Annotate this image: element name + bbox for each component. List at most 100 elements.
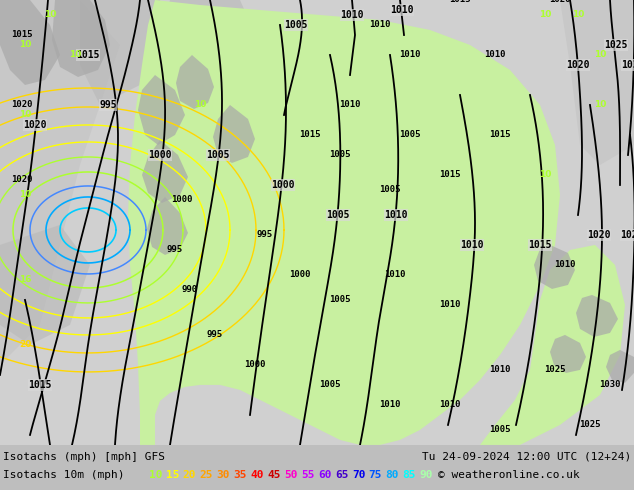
Text: 1025: 1025 [544,366,566,374]
Text: 1020: 1020 [566,60,590,70]
Text: 1020: 1020 [11,100,33,109]
Polygon shape [138,75,185,145]
Text: © weatheronline.co.uk: © weatheronline.co.uk [438,470,580,480]
Text: Tu 24-09-2024 12:00 UTC (12+24): Tu 24-09-2024 12:00 UTC (12+24) [422,452,631,462]
Text: 1010: 1010 [460,240,484,250]
Text: Isotachs (mph) [mph] GFS: Isotachs (mph) [mph] GFS [3,452,165,462]
Text: 1000: 1000 [244,361,266,369]
Text: 10: 10 [572,10,584,20]
Text: 45: 45 [268,470,281,480]
Text: 10: 10 [149,470,162,480]
Text: 1000: 1000 [289,270,311,279]
Text: 1020: 1020 [11,175,33,184]
Text: 1010: 1010 [339,100,361,109]
Text: 1005: 1005 [329,295,351,304]
Text: 10: 10 [19,110,31,120]
Text: 10: 10 [19,41,31,49]
Text: 1010: 1010 [369,21,391,29]
Text: 1000: 1000 [148,150,172,160]
Text: 1025: 1025 [604,40,628,50]
Text: 1020: 1020 [23,120,47,130]
Text: 1015: 1015 [11,30,33,40]
Text: 1000: 1000 [271,180,295,190]
Text: Isotachs 10m (mph): Isotachs 10m (mph) [3,470,124,480]
Text: 1005: 1005 [329,150,351,159]
Text: 1020: 1020 [587,230,611,240]
Text: 70: 70 [352,470,365,480]
Text: 60: 60 [318,470,332,480]
Text: 1025: 1025 [579,420,601,429]
Text: 1015: 1015 [528,240,552,250]
Polygon shape [80,0,170,105]
Text: 1000: 1000 [171,196,193,204]
Text: 55: 55 [301,470,314,480]
Text: 995: 995 [207,330,223,340]
Text: 1015: 1015 [489,130,511,140]
Polygon shape [576,295,618,337]
Polygon shape [0,0,60,85]
Text: 1010: 1010 [439,300,461,310]
Text: 10: 10 [539,10,551,20]
Text: 1010: 1010 [399,50,421,59]
Text: 1015: 1015 [76,50,100,60]
Text: 1010: 1010 [554,261,576,270]
Text: 10: 10 [19,191,31,199]
Polygon shape [52,0,110,77]
Text: 1010: 1010 [379,400,401,410]
Polygon shape [213,105,255,163]
Text: 1010: 1010 [384,210,408,220]
Text: 25: 25 [200,470,213,480]
Text: 1010: 1010 [384,270,406,279]
Polygon shape [0,225,90,345]
Text: 1030: 1030 [599,380,621,390]
Text: 10: 10 [539,171,551,179]
Text: 990: 990 [182,286,198,294]
Text: 1005: 1005 [489,425,511,435]
Text: 1005: 1005 [284,20,307,30]
Text: 1010: 1010 [340,10,364,20]
Text: 85: 85 [403,470,416,480]
Text: 1005: 1005 [399,130,421,140]
Text: 10: 10 [44,10,56,20]
Text: 65: 65 [335,470,349,480]
Polygon shape [550,335,586,373]
Text: 995: 995 [167,245,183,254]
Text: 1015: 1015 [299,130,321,140]
Text: 1030: 1030 [621,60,634,70]
Text: 1010: 1010 [439,400,461,410]
Text: 10: 10 [194,100,206,109]
Text: 75: 75 [369,470,382,480]
Text: 1025: 1025 [620,230,634,240]
Text: 1015: 1015 [439,171,461,179]
Text: 1020: 1020 [549,0,571,4]
Text: 10: 10 [594,100,606,109]
Polygon shape [128,0,560,445]
Text: 10: 10 [594,50,606,59]
Text: 995: 995 [257,230,273,240]
Text: 20: 20 [183,470,197,480]
Text: 15: 15 [166,470,179,480]
Text: 1010: 1010 [489,366,511,374]
Text: 16: 16 [19,275,31,285]
Text: 1010: 1010 [391,5,414,15]
Text: 1005: 1005 [327,210,350,220]
Text: 995: 995 [99,100,117,110]
Polygon shape [176,55,214,109]
Text: 40: 40 [250,470,264,480]
Polygon shape [142,140,188,203]
Text: 20: 20 [19,341,31,349]
Polygon shape [150,0,260,165]
Polygon shape [480,245,625,445]
Text: 1005: 1005 [320,380,340,390]
Text: 90: 90 [420,470,433,480]
Polygon shape [0,0,120,365]
Text: 1005: 1005 [379,186,401,195]
Polygon shape [606,350,634,383]
Text: 35: 35 [233,470,247,480]
Text: 30: 30 [217,470,230,480]
Polygon shape [534,245,575,289]
Text: 10: 10 [69,50,81,59]
Text: 50: 50 [284,470,298,480]
Text: 1010: 1010 [484,50,506,59]
Polygon shape [147,197,188,255]
